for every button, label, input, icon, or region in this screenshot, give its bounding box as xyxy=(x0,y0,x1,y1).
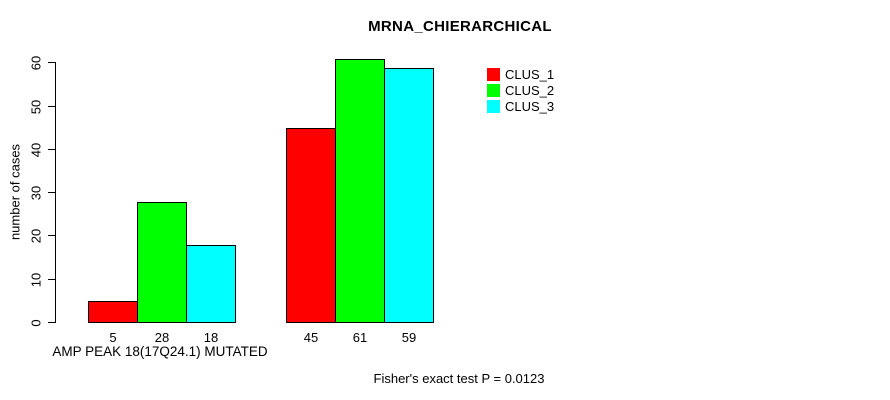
y-axis-tick-label: 30 xyxy=(28,185,44,201)
y-axis-tick-label: 10 xyxy=(28,272,44,288)
legend: CLUS_1 CLUS_2 CLUS_3 xyxy=(487,66,554,114)
legend-swatch-icon xyxy=(487,67,500,81)
chart-title: MRNA_CHIERARCHICAL xyxy=(368,18,552,35)
y-axis-tick xyxy=(48,192,56,193)
y-axis-tick-label: 50 xyxy=(28,99,44,115)
y-axis-tick xyxy=(48,149,56,150)
y-axis-label: number of cases xyxy=(7,143,23,241)
bar-group2-clus_1 xyxy=(286,128,336,323)
y-axis-tick xyxy=(48,106,56,107)
bar-value-label: 61 xyxy=(352,330,368,345)
fisher-test-annotation: Fisher's exact test P = 0.0123 xyxy=(373,371,545,386)
bar-value-label: 5 xyxy=(109,330,117,345)
bar-value-label: 59 xyxy=(401,330,417,345)
x-axis-group-label: AMP PEAK 18(17Q24.1) MUTATED xyxy=(52,344,268,359)
bar-value-label: 45 xyxy=(303,330,319,345)
legend-item: CLUS_1 xyxy=(487,66,554,82)
y-axis-tick xyxy=(48,235,56,236)
legend-swatch-icon xyxy=(487,83,500,97)
bar-value-label: 28 xyxy=(154,330,170,345)
bar-group1-clus_2 xyxy=(137,202,187,323)
legend-label: CLUS_2 xyxy=(505,82,555,98)
bar-group2-clus_3 xyxy=(384,68,434,323)
bar-group2-clus_2 xyxy=(335,59,385,323)
y-axis-tick xyxy=(48,62,56,63)
y-axis-tick-label: 40 xyxy=(28,142,44,158)
legend-label: CLUS_3 xyxy=(505,98,555,114)
y-axis-tick-label: 0 xyxy=(28,319,44,327)
legend-item: CLUS_3 xyxy=(487,98,554,114)
legend-swatch-icon xyxy=(487,99,500,113)
y-axis-tick xyxy=(48,279,56,280)
bar-group1-clus_1 xyxy=(88,301,138,323)
bar-group1-clus_3 xyxy=(186,245,236,323)
legend-label: CLUS_1 xyxy=(505,66,555,82)
y-axis-tick-label: 20 xyxy=(28,228,44,244)
bar-value-label: 18 xyxy=(203,330,219,345)
y-axis-tick xyxy=(48,322,56,323)
y-axis-tick-label: 60 xyxy=(28,55,44,71)
legend-item: CLUS_2 xyxy=(487,82,554,98)
